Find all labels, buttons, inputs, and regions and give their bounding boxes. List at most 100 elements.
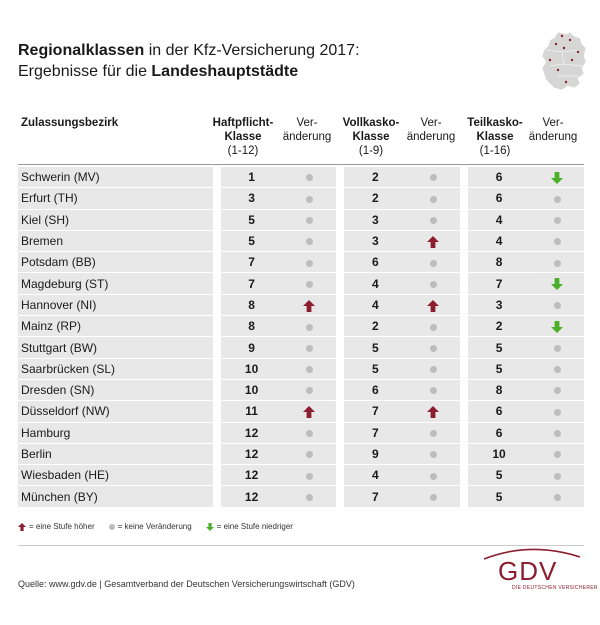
no-change-dot-icon	[553, 387, 561, 395]
table-row: Saarbrücken (SL) 10 5 5	[18, 358, 584, 380]
voll-class: 7	[344, 422, 407, 444]
gap	[212, 294, 221, 317]
haft-class: 12	[220, 465, 283, 487]
change-up	[406, 294, 461, 317]
table-row: Stuttgart (BW) 9 5 5	[18, 337, 584, 359]
gap	[460, 188, 469, 210]
gap	[336, 188, 345, 210]
germany-map-icon	[541, 31, 587, 91]
change-none	[406, 486, 461, 508]
no-change-dot-icon	[429, 472, 437, 480]
legend-none: = keine Veränderung	[108, 522, 192, 531]
no-change-dot-icon	[429, 259, 437, 267]
change-up	[406, 230, 461, 253]
change-none	[530, 230, 584, 253]
gap	[460, 316, 469, 338]
gap	[336, 422, 345, 444]
gap	[460, 294, 469, 317]
haft-class: 11	[220, 401, 283, 423]
page-title: Regionalklassen in der Kfz-Versicherung …	[18, 40, 360, 82]
voll-class: 7	[344, 401, 407, 423]
change-none	[530, 252, 584, 274]
change-none	[282, 379, 337, 402]
district-name: München (BY)	[18, 486, 213, 508]
no-change-dot-icon	[429, 280, 437, 288]
no-change-dot-icon	[305, 344, 313, 352]
no-change-dot-icon	[553, 259, 561, 267]
change-none	[530, 337, 584, 359]
legend: = eine Stufe höher = keine Veränderung =…	[18, 522, 293, 531]
gap	[460, 209, 469, 231]
district-name: Hamburg	[18, 422, 213, 444]
change-none	[282, 358, 337, 380]
change-none	[282, 465, 337, 487]
no-change-dot-icon	[553, 302, 561, 310]
footer-divider	[18, 545, 584, 546]
no-change-dot-icon	[553, 408, 561, 416]
no-change-dot-icon	[429, 195, 437, 203]
change-up	[406, 401, 461, 423]
district-name: Bremen	[18, 230, 213, 253]
gdv-logo-subtitle: DIE DEUTSCHEN VERSICHERER	[512, 585, 598, 591]
gap	[460, 230, 469, 253]
district-name: Saarbrücken (SL)	[18, 358, 213, 380]
table-row: Potsdam (BB) 7 6 8	[18, 252, 584, 274]
no-change-dot-icon	[429, 366, 437, 374]
haft-class: 5	[220, 209, 283, 231]
change-none	[406, 358, 461, 380]
haft-class: 5	[220, 230, 283, 253]
arrow-down-icon	[551, 321, 563, 334]
change-none	[406, 209, 461, 231]
change-none	[282, 188, 337, 210]
change-none	[282, 209, 337, 231]
change-none	[282, 422, 337, 444]
change-up	[282, 294, 337, 317]
no-change-dot-icon	[305, 217, 313, 225]
gap	[212, 422, 221, 444]
legend-down: = eine Stufe niedriger	[205, 522, 293, 531]
teil-class: 3	[468, 294, 530, 317]
haft-class: 1	[220, 167, 283, 189]
district-name: Potsdam (BB)	[18, 252, 213, 274]
title-bold-1: Regionalklassen	[18, 42, 145, 59]
table-row: Kiel (SH) 5 3 4	[18, 209, 584, 231]
voll-class: 2	[344, 167, 407, 189]
voll-class: 2	[344, 188, 407, 210]
change-up	[282, 401, 337, 423]
teil-class: 5	[468, 486, 530, 508]
gap	[336, 337, 345, 359]
title-rest-2: Ergebnisse für die	[18, 63, 152, 80]
no-change-dot-icon	[108, 523, 115, 530]
change-none	[282, 337, 337, 359]
table-row: Hannover (NI) 8 4 3	[18, 294, 584, 317]
change-none	[406, 252, 461, 274]
header-voll-change: Ver-änderung	[406, 117, 456, 143]
change-none	[530, 443, 584, 466]
table-header: Zulassungsbezirk Haftpflicht- Klasse (1-12…	[18, 116, 584, 164]
voll-class: 4	[344, 465, 407, 487]
voll-class: 3	[344, 209, 407, 231]
header-haftpflicht: Haftpflicht- Klasse (1-12)	[212, 117, 274, 157]
haft-class: 12	[220, 443, 283, 466]
haft-class: 8	[220, 294, 283, 317]
gap	[212, 230, 221, 253]
gap	[336, 167, 345, 189]
no-change-dot-icon	[553, 493, 561, 501]
change-none	[406, 273, 461, 295]
table-row: Hamburg 12 7 6	[18, 422, 584, 444]
voll-class: 7	[344, 486, 407, 508]
no-change-dot-icon	[429, 387, 437, 395]
voll-class: 2	[344, 316, 407, 338]
teil-class: 10	[468, 443, 530, 466]
district-name: Erfurt (TH)	[18, 188, 213, 210]
table-row: Mainz (RP) 8 2 2	[18, 316, 584, 338]
change-none	[406, 422, 461, 444]
haft-class: 8	[220, 316, 283, 338]
voll-class: 5	[344, 358, 407, 380]
gap	[336, 294, 345, 317]
gap	[336, 465, 345, 487]
change-none	[530, 294, 584, 317]
voll-class: 9	[344, 443, 407, 466]
no-change-dot-icon	[553, 344, 561, 352]
teil-class: 4	[468, 230, 530, 253]
